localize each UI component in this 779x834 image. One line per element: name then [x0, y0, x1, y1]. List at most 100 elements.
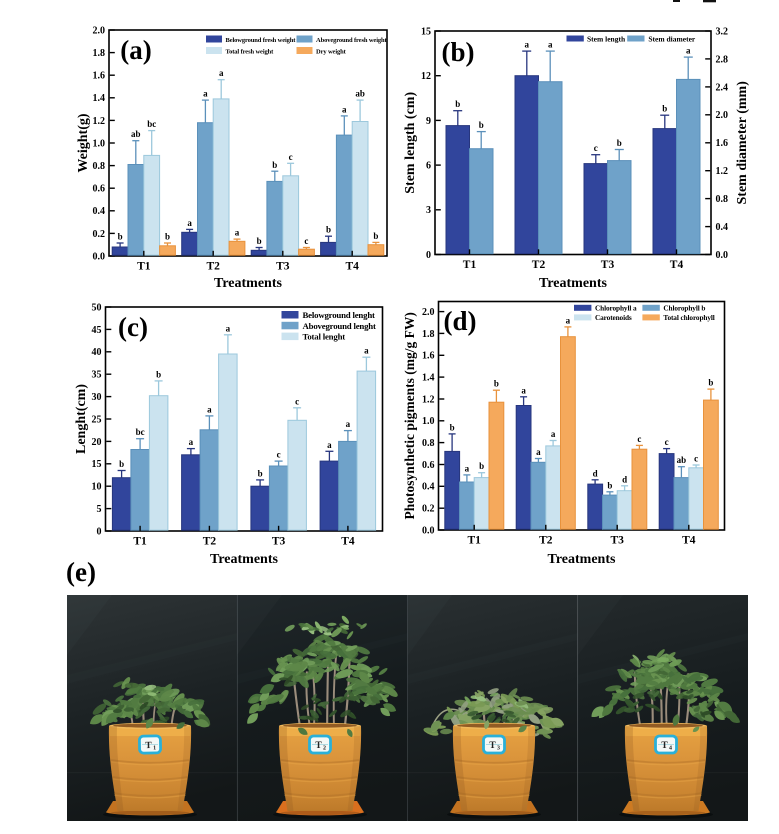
svg-text:a: a — [525, 40, 530, 50]
svg-text:a: a — [203, 89, 208, 99]
svg-text:1.0: 1.0 — [93, 138, 106, 149]
svg-text:10: 10 — [92, 482, 102, 493]
svg-text:0.4: 0.4 — [716, 222, 729, 233]
svg-text:3: 3 — [497, 746, 500, 752]
svg-text:c: c — [637, 434, 641, 444]
svg-text:T1: T1 — [133, 536, 147, 548]
svg-text:Carotenoids: Carotenoids — [595, 313, 632, 322]
svg-text:6: 6 — [426, 161, 431, 172]
svg-text:1.4: 1.4 — [422, 373, 435, 384]
svg-text:b: b — [373, 231, 378, 241]
svg-text:bc: bc — [136, 427, 145, 437]
svg-text:1.8: 1.8 — [93, 48, 106, 59]
svg-text:T2: T2 — [539, 535, 553, 547]
svg-text:T2: T2 — [203, 536, 217, 548]
svg-text:b: b — [156, 369, 161, 379]
svg-text:Total fresh weight: Total fresh weight — [226, 48, 275, 55]
svg-text:a: a — [327, 440, 332, 450]
svg-text:0.8: 0.8 — [422, 438, 435, 449]
svg-text:30: 30 — [92, 392, 102, 403]
svg-text:Weight(g): Weight(g) — [76, 113, 91, 172]
svg-text:c: c — [277, 450, 281, 460]
svg-text:3: 3 — [426, 205, 431, 216]
svg-text:Chlorophyll a: Chlorophyll a — [595, 304, 637, 313]
svg-text:15: 15 — [421, 26, 431, 37]
svg-text:T4: T4 — [341, 536, 355, 548]
svg-text:T1: T1 — [463, 259, 477, 271]
svg-text:T: T — [315, 741, 322, 751]
svg-text:b: b — [662, 104, 667, 114]
svg-text:0.6: 0.6 — [422, 460, 435, 471]
svg-text:b: b — [272, 160, 277, 170]
svg-text:50: 50 — [92, 302, 102, 313]
svg-text:ab: ab — [677, 455, 687, 465]
svg-text:Aboveground fresh weight: Aboveground fresh weight — [316, 37, 388, 44]
svg-text:Total chlorophyll: Total chlorophyll — [663, 313, 714, 322]
svg-text:a: a — [548, 40, 553, 50]
svg-text:c: c — [594, 143, 598, 153]
svg-text:3.2: 3.2 — [716, 26, 729, 37]
svg-text:T3: T3 — [272, 536, 286, 548]
svg-text:0.2: 0.2 — [422, 504, 435, 515]
svg-text:b: b — [165, 232, 170, 242]
svg-text:0.8: 0.8 — [93, 161, 106, 172]
svg-text:T4: T4 — [682, 535, 696, 547]
svg-text:Treatments: Treatments — [214, 276, 282, 291]
svg-text:(e): (e) — [66, 557, 96, 587]
svg-text:d: d — [593, 468, 598, 478]
svg-text:2.0: 2.0 — [422, 307, 435, 318]
svg-text:40: 40 — [92, 347, 102, 358]
svg-text:Lenght(cm): Lenght(cm) — [74, 384, 89, 454]
svg-text:T3: T3 — [276, 261, 290, 273]
svg-text:25: 25 — [92, 414, 102, 425]
svg-text:0.6: 0.6 — [93, 184, 106, 195]
svg-text:ab: ab — [355, 89, 365, 99]
svg-text:a: a — [342, 104, 347, 114]
svg-text:1.0: 1.0 — [422, 416, 435, 427]
svg-text:1.2: 1.2 — [93, 116, 106, 127]
svg-text:a: a — [536, 447, 541, 457]
svg-text:b: b — [455, 99, 460, 109]
svg-text:1.8: 1.8 — [422, 329, 435, 340]
svg-text:a: a — [566, 315, 571, 325]
svg-text:b: b — [257, 236, 262, 246]
svg-text:b: b — [258, 468, 263, 478]
svg-text:1.6: 1.6 — [93, 71, 106, 82]
svg-text:Treatments: Treatments — [210, 552, 278, 567]
svg-text:a: a — [551, 429, 556, 439]
svg-text:T4: T4 — [345, 261, 359, 273]
svg-text:0.8: 0.8 — [716, 194, 729, 205]
svg-text:a: a — [187, 218, 192, 228]
svg-text:Photosynthetic pigments (mg/g: Photosynthetic pigments (mg/g FW) — [402, 312, 417, 519]
svg-text:b: b — [326, 225, 331, 235]
svg-text:T3: T3 — [610, 535, 624, 547]
svg-text:T4: T4 — [670, 259, 684, 271]
svg-text:(c): (c) — [118, 312, 148, 342]
svg-text:Chlorophyll b: Chlorophyll b — [663, 304, 705, 313]
svg-text:Treatments: Treatments — [539, 276, 607, 291]
svg-text:Stem diameter: Stem diameter — [648, 34, 696, 43]
svg-text:T: T — [145, 741, 152, 751]
svg-text:a: a — [346, 419, 351, 429]
svg-text:b: b — [479, 461, 484, 471]
svg-text:12: 12 — [421, 71, 431, 82]
svg-text:45: 45 — [92, 325, 102, 336]
svg-text:20: 20 — [92, 437, 102, 448]
svg-text:T: T — [661, 741, 668, 751]
svg-text:1.6: 1.6 — [422, 351, 435, 362]
svg-text:0.0: 0.0 — [716, 250, 729, 261]
svg-text:bc: bc — [147, 119, 156, 129]
svg-text:a: a — [686, 46, 691, 56]
svg-text:d: d — [622, 474, 627, 484]
svg-text:1.4: 1.4 — [93, 93, 106, 104]
svg-text:T1: T1 — [467, 535, 481, 547]
svg-text:0.0: 0.0 — [93, 251, 106, 262]
svg-text:T2: T2 — [206, 261, 220, 273]
svg-text:4: 4 — [669, 746, 672, 752]
svg-text:1.2: 1.2 — [716, 166, 729, 177]
svg-text:0.4: 0.4 — [93, 206, 106, 217]
svg-text:Stem diameter (mm): Stem diameter (mm) — [735, 81, 750, 205]
svg-text:1.6: 1.6 — [716, 138, 729, 149]
svg-text:(b): (b) — [442, 37, 475, 67]
svg-text:Treatments: Treatments — [548, 552, 616, 567]
